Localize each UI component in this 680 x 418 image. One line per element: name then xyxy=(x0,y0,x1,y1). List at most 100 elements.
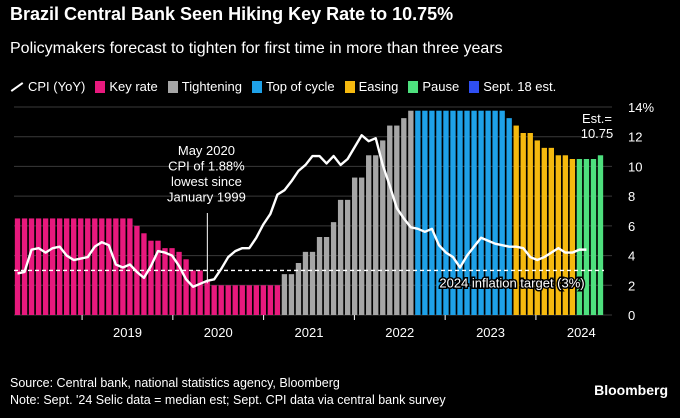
low-cpi-annotation-line: lowest since xyxy=(171,174,242,189)
key-rate-bar xyxy=(35,218,42,315)
y-tick-label: 12 xyxy=(628,130,642,145)
legend-swatch-easing xyxy=(344,80,355,93)
key-rate-bar xyxy=(548,147,554,315)
key-rate-bar xyxy=(78,218,84,315)
key-rate-bar xyxy=(106,218,112,315)
low-cpi-annotation-line: May 2020 xyxy=(178,143,235,158)
key-rate-bar xyxy=(302,251,309,315)
low-cpi-annotation-line: CPI of 1.88% xyxy=(168,159,245,174)
key-rate-bar xyxy=(429,110,435,316)
legend-item-top-of-cycle: Top of cycle xyxy=(251,79,335,94)
x-tick-label: 2024 xyxy=(567,325,596,340)
key-rate-bar xyxy=(513,125,519,315)
key-rate-bar xyxy=(232,285,238,315)
legend-swatch-tightening xyxy=(167,80,178,93)
key-rate-bar xyxy=(520,133,526,315)
key-rate-bar xyxy=(85,218,91,315)
legend-item-easing: Easing xyxy=(344,79,399,94)
x-tick-label: 2022 xyxy=(385,325,414,340)
key-rate-bar xyxy=(492,110,498,316)
key-rate-bar xyxy=(450,110,456,316)
legend-item-estimate: Sept. 18 est. xyxy=(469,79,556,94)
legend-swatch-estimate xyxy=(469,80,480,93)
legend-label-pause: Pause xyxy=(422,79,460,94)
key-rate-bar xyxy=(436,110,442,316)
y-tick-label: 8 xyxy=(628,189,635,204)
x-axis-ticks: 2019 2020 2021 2022 2023 2024 xyxy=(81,315,596,340)
key-rate-bar xyxy=(337,199,344,315)
y-tick-label: 6 xyxy=(628,219,635,234)
key-rate-bar xyxy=(155,240,161,315)
key-rate-bar xyxy=(351,177,358,315)
x-tick-label: 2020 xyxy=(204,325,233,340)
legend-swatch-top-of-cycle xyxy=(251,80,262,93)
key-rate-bar xyxy=(14,218,21,315)
key-rate-bar xyxy=(359,177,365,315)
legend-label-estimate: Sept. 18 est. xyxy=(483,79,557,94)
estimate-annotation: Est.= 10.75 xyxy=(581,111,614,141)
y-tick-label: 14% xyxy=(628,100,654,115)
key-rate-bar xyxy=(457,110,463,316)
key-rate-bar xyxy=(471,110,477,316)
y-tick-label: 2 xyxy=(628,278,635,293)
legend-item-cpi: CPI (YoY) xyxy=(10,79,85,94)
key-rate-bar xyxy=(183,259,189,315)
key-rate-bar xyxy=(218,285,224,315)
legend: CPI (YoY) Key rate Tightening Top of cyc… xyxy=(10,79,556,94)
legend-label-key-rate: Key rate xyxy=(109,79,158,94)
key-rate-bar xyxy=(309,251,316,315)
key-rate-bar xyxy=(387,125,393,315)
key-rate-bar xyxy=(71,218,77,315)
key-rate-bar xyxy=(443,110,449,316)
legend-label-top-of-cycle: Top of cycle xyxy=(265,79,335,94)
key-rate-bar xyxy=(21,218,28,315)
key-rate-bar xyxy=(260,285,267,315)
legend-label-cpi: CPI (YoY) xyxy=(28,79,86,94)
key-rate-bar xyxy=(64,218,70,315)
key-rate-bar xyxy=(92,218,98,315)
key-rate-bar xyxy=(576,159,583,315)
key-rate-bar xyxy=(281,274,288,315)
key-rate-bar xyxy=(485,110,491,316)
legend-label-easing: Easing xyxy=(358,79,399,94)
key-rate-bar xyxy=(246,285,252,315)
key-rate-bar xyxy=(506,118,512,315)
y-axis-ticks: 0 2 4 6 8 10 12 14% xyxy=(628,100,654,323)
key-rate-bar xyxy=(295,263,302,315)
key-rate-bar xyxy=(42,218,49,315)
key-rate-bar xyxy=(478,110,484,316)
key-rate-bar xyxy=(555,155,562,315)
x-tick-label: 2023 xyxy=(476,325,505,340)
estimate-annotation-line: Est.= xyxy=(582,111,612,126)
key-rate-bar xyxy=(394,125,400,315)
source-note: Source: Central bank, national statistic… xyxy=(10,376,340,390)
key-rate-bar xyxy=(569,159,576,315)
estimate-annotation-line: 10.75 xyxy=(581,126,614,141)
key-rate-bar xyxy=(527,133,533,315)
key-rate-bar xyxy=(597,155,604,315)
key-rate-bar xyxy=(239,285,245,315)
key-rate-bar xyxy=(583,159,590,315)
inflation-target-label: 2024 inflation target (3%) xyxy=(439,275,584,290)
key-rate-bar xyxy=(274,285,281,315)
key-rate-bar xyxy=(422,110,428,316)
low-cpi-annotation: May 2020 CPI of 1.88% lowest since January … xyxy=(167,143,246,205)
y-tick-label: 4 xyxy=(628,249,635,264)
x-tick-label: 2019 xyxy=(113,325,142,340)
key-rate-bar xyxy=(225,285,231,315)
key-rate-bar xyxy=(288,274,295,315)
key-rate-bar xyxy=(49,218,56,315)
key-rate-bar xyxy=(562,155,569,315)
key-rate-bar xyxy=(415,110,421,316)
legend-label-tightening: Tightening xyxy=(181,79,242,94)
key-rate-bar xyxy=(344,199,351,315)
key-rate-bar xyxy=(211,285,217,315)
legend-item-tightening: Tightening xyxy=(167,79,242,94)
key-rate-bar xyxy=(190,270,196,315)
y-tick-label: 10 xyxy=(628,159,642,174)
legend-item-pause: Pause xyxy=(408,79,459,94)
selic-cpi-chart: 0 2 4 6 8 10 12 14% 2019 2020 2021 2022 2023 2024 Ma… xyxy=(14,100,654,340)
key-rate-bar xyxy=(127,218,133,315)
key-rate-bar xyxy=(316,237,323,315)
key-rate-bar xyxy=(590,159,597,315)
